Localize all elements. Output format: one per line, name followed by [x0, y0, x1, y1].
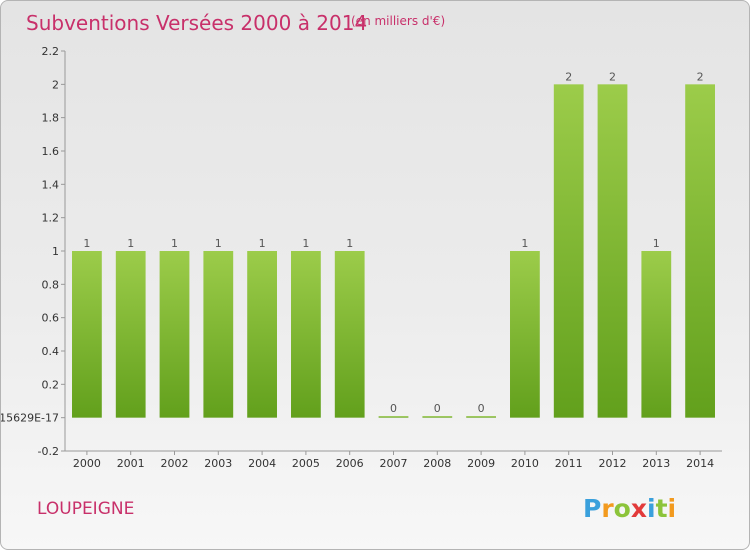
x-axis: 2000 2001 2002 2003 2004 2005 2006 2007 2008 2009… [65, 450, 722, 470]
data-label-2002: 1 [171, 237, 178, 250]
x-tick-label: 2014 [686, 457, 714, 470]
proxiti-logo: Proxiti [583, 494, 676, 523]
data-label-2011: 2 [565, 70, 572, 83]
y-tick-label: 0.6 [42, 312, 60, 325]
y-tick-label: 1.2 [42, 212, 60, 225]
logo-letter: i [668, 494, 677, 523]
data-label-2012: 2 [609, 70, 616, 83]
x-tick-label: 2007 [380, 457, 408, 470]
y-axis: 2.2 2 1.8 1.6 1.4 1.2 1 0.8 0.6 0.4 0.2 -1.5615629E… [1, 45, 66, 458]
chart-title: Subventions Versées 2000 à 2014 [26, 11, 367, 35]
bar-2004 [247, 251, 277, 418]
bar-2014 [685, 84, 715, 418]
y-tick-label: 0.8 [42, 278, 60, 291]
x-tick-label: 2011 [555, 457, 583, 470]
data-label-2006: 1 [346, 237, 353, 250]
bar-2002 [159, 251, 190, 418]
bar-2000 [72, 251, 102, 418]
y-tick-label: 1 [52, 245, 59, 258]
x-tick-label: 2009 [467, 457, 495, 470]
logo-letter: i [647, 494, 656, 523]
data-label-2014: 2 [697, 70, 704, 83]
bars-group [72, 84, 715, 418]
data-label-2008: 0 [434, 402, 441, 415]
bar-2013 [641, 251, 672, 418]
y-tick-label: 1.8 [42, 112, 60, 125]
data-label-2000: 1 [83, 237, 90, 250]
x-tick-label: 2003 [204, 457, 232, 470]
x-tick-label: 2008 [423, 457, 451, 470]
data-label-2007: 0 [390, 402, 397, 415]
x-tick-label: 2013 [642, 457, 670, 470]
x-tick-label: 2001 [117, 457, 145, 470]
bar-2005 [291, 251, 321, 418]
commune-name: LOUPEIGNE [37, 499, 134, 519]
data-label-2004: 1 [259, 237, 266, 250]
data-labels-group: 1 1 1 1 1 1 1 0 0 0 1 2 2 1 2 [83, 70, 703, 415]
data-label-2003: 1 [215, 237, 222, 250]
bar-2006 [334, 251, 365, 418]
bar-2007 [378, 416, 409, 418]
bar-2009 [466, 416, 496, 418]
logo-letter: P [583, 494, 601, 523]
data-label-2010: 1 [521, 237, 528, 250]
y-tick-label: 1.4 [42, 178, 60, 191]
logo-letter: t [656, 494, 668, 523]
bar-2011 [553, 84, 584, 418]
data-label-2013: 1 [653, 237, 660, 250]
data-label-2005: 1 [302, 237, 309, 250]
bar-2003 [203, 251, 234, 418]
logo-letter: x [631, 494, 647, 523]
data-label-2009: 0 [478, 402, 485, 415]
logo-letter: o [614, 494, 631, 523]
y-tick-label: 0.4 [42, 345, 60, 358]
y-tick-label: -1.5615629E-17 [1, 412, 59, 425]
y-tick-label: 2.2 [42, 45, 60, 58]
y-tick-label: 2 [52, 78, 59, 91]
bar-2012 [597, 84, 628, 418]
bar-2010 [510, 251, 540, 418]
unit-note: (en milliers d'€) [351, 14, 445, 28]
x-tick-label: 2005 [292, 457, 320, 470]
x-tick-label: 2000 [73, 457, 101, 470]
y-tick-label: -0.2 [38, 445, 59, 458]
y-tick-label: 1.6 [42, 145, 60, 158]
y-tick-label: 0.2 [42, 378, 60, 391]
x-tick-label: 2002 [161, 457, 189, 470]
logo-letter: r [601, 494, 614, 523]
x-tick-label: 2006 [336, 457, 364, 470]
bar-2008 [422, 416, 453, 418]
x-tick-label: 2012 [599, 457, 627, 470]
data-label-2001: 1 [127, 237, 134, 250]
x-tick-label: 2010 [511, 457, 539, 470]
x-tick-label: 2004 [248, 457, 276, 470]
bar-2001 [115, 251, 146, 418]
